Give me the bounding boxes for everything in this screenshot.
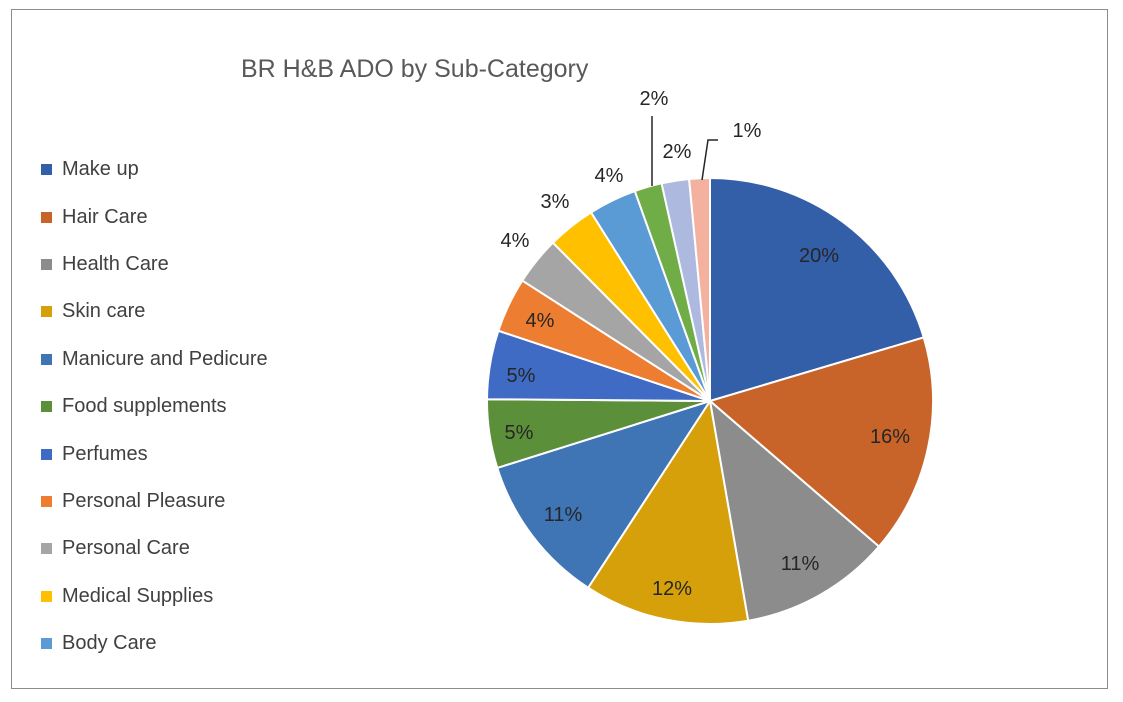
data-label: 1% bbox=[733, 120, 762, 142]
legend-label: Body Care bbox=[62, 632, 157, 655]
pie-slice bbox=[688, 176, 711, 402]
data-label: 2% bbox=[663, 141, 692, 163]
legend-swatch bbox=[41, 306, 52, 318]
data-label: 11% bbox=[781, 553, 820, 575]
pie-slice bbox=[709, 176, 925, 403]
pie-slice bbox=[586, 398, 750, 625]
legend-item: Health Care bbox=[41, 241, 268, 288]
legend-label: Personal Pleasure bbox=[62, 489, 226, 512]
data-label: 11% bbox=[544, 504, 583, 526]
legend-label: Manicure and Pedicure bbox=[62, 347, 268, 370]
legend-swatch bbox=[41, 401, 52, 413]
data-label: 5% bbox=[505, 422, 534, 444]
data-label: 2% bbox=[640, 88, 669, 110]
legend-swatch bbox=[41, 543, 52, 555]
legend-item: Food supplements bbox=[41, 383, 268, 430]
legend-label: Medical Supplies bbox=[62, 584, 214, 607]
legend-swatch bbox=[41, 638, 52, 650]
data-label: 5% bbox=[507, 365, 536, 387]
legend-swatch bbox=[41, 258, 52, 270]
data-label: 20% bbox=[799, 245, 839, 267]
legend-item: Manicure and Pedicure bbox=[41, 336, 268, 383]
chart-title: BR H&B ADO by Sub-Category bbox=[241, 55, 589, 83]
legend-label: Make up bbox=[62, 158, 139, 181]
legend-item: Personal Pleasure bbox=[41, 478, 268, 525]
pie-slice bbox=[707, 336, 934, 548]
legend-item: Body Care bbox=[41, 620, 268, 667]
legend-swatch bbox=[41, 353, 52, 365]
legend-swatch bbox=[41, 495, 52, 507]
legend-item: Hair Care bbox=[41, 193, 268, 240]
data-label: 12% bbox=[652, 578, 692, 600]
legend-item: Medical Supplies bbox=[41, 573, 268, 620]
legend-item: Perfumes bbox=[41, 430, 268, 477]
legend-swatch bbox=[41, 211, 52, 223]
legend-label: Skin care bbox=[62, 300, 146, 323]
legend-label: Food supplements bbox=[62, 395, 227, 418]
legend-item: Skin care bbox=[41, 288, 268, 335]
data-label: 4% bbox=[595, 165, 624, 187]
legend-swatch bbox=[41, 590, 52, 602]
legend-label: Perfumes bbox=[62, 442, 148, 465]
legend-label: Hair Care bbox=[62, 205, 148, 228]
chart-legend: Make up Hair Care Health Care Skin care Mani… bbox=[41, 146, 268, 667]
leader-line bbox=[701, 139, 718, 181]
pie-slice bbox=[496, 399, 713, 590]
legend-item: Make up bbox=[41, 146, 268, 193]
pie-slice bbox=[708, 398, 881, 622]
legend-swatch bbox=[41, 448, 52, 460]
legend-item: Personal Care bbox=[41, 525, 268, 572]
data-label: 4% bbox=[501, 230, 530, 252]
legend-label: Health Care bbox=[62, 252, 169, 275]
data-label: 3% bbox=[541, 191, 570, 213]
legend-label: Personal Care bbox=[62, 537, 190, 560]
data-label: 16% bbox=[870, 426, 910, 448]
legend-swatch bbox=[41, 164, 52, 176]
data-label: 4% bbox=[526, 310, 555, 332]
